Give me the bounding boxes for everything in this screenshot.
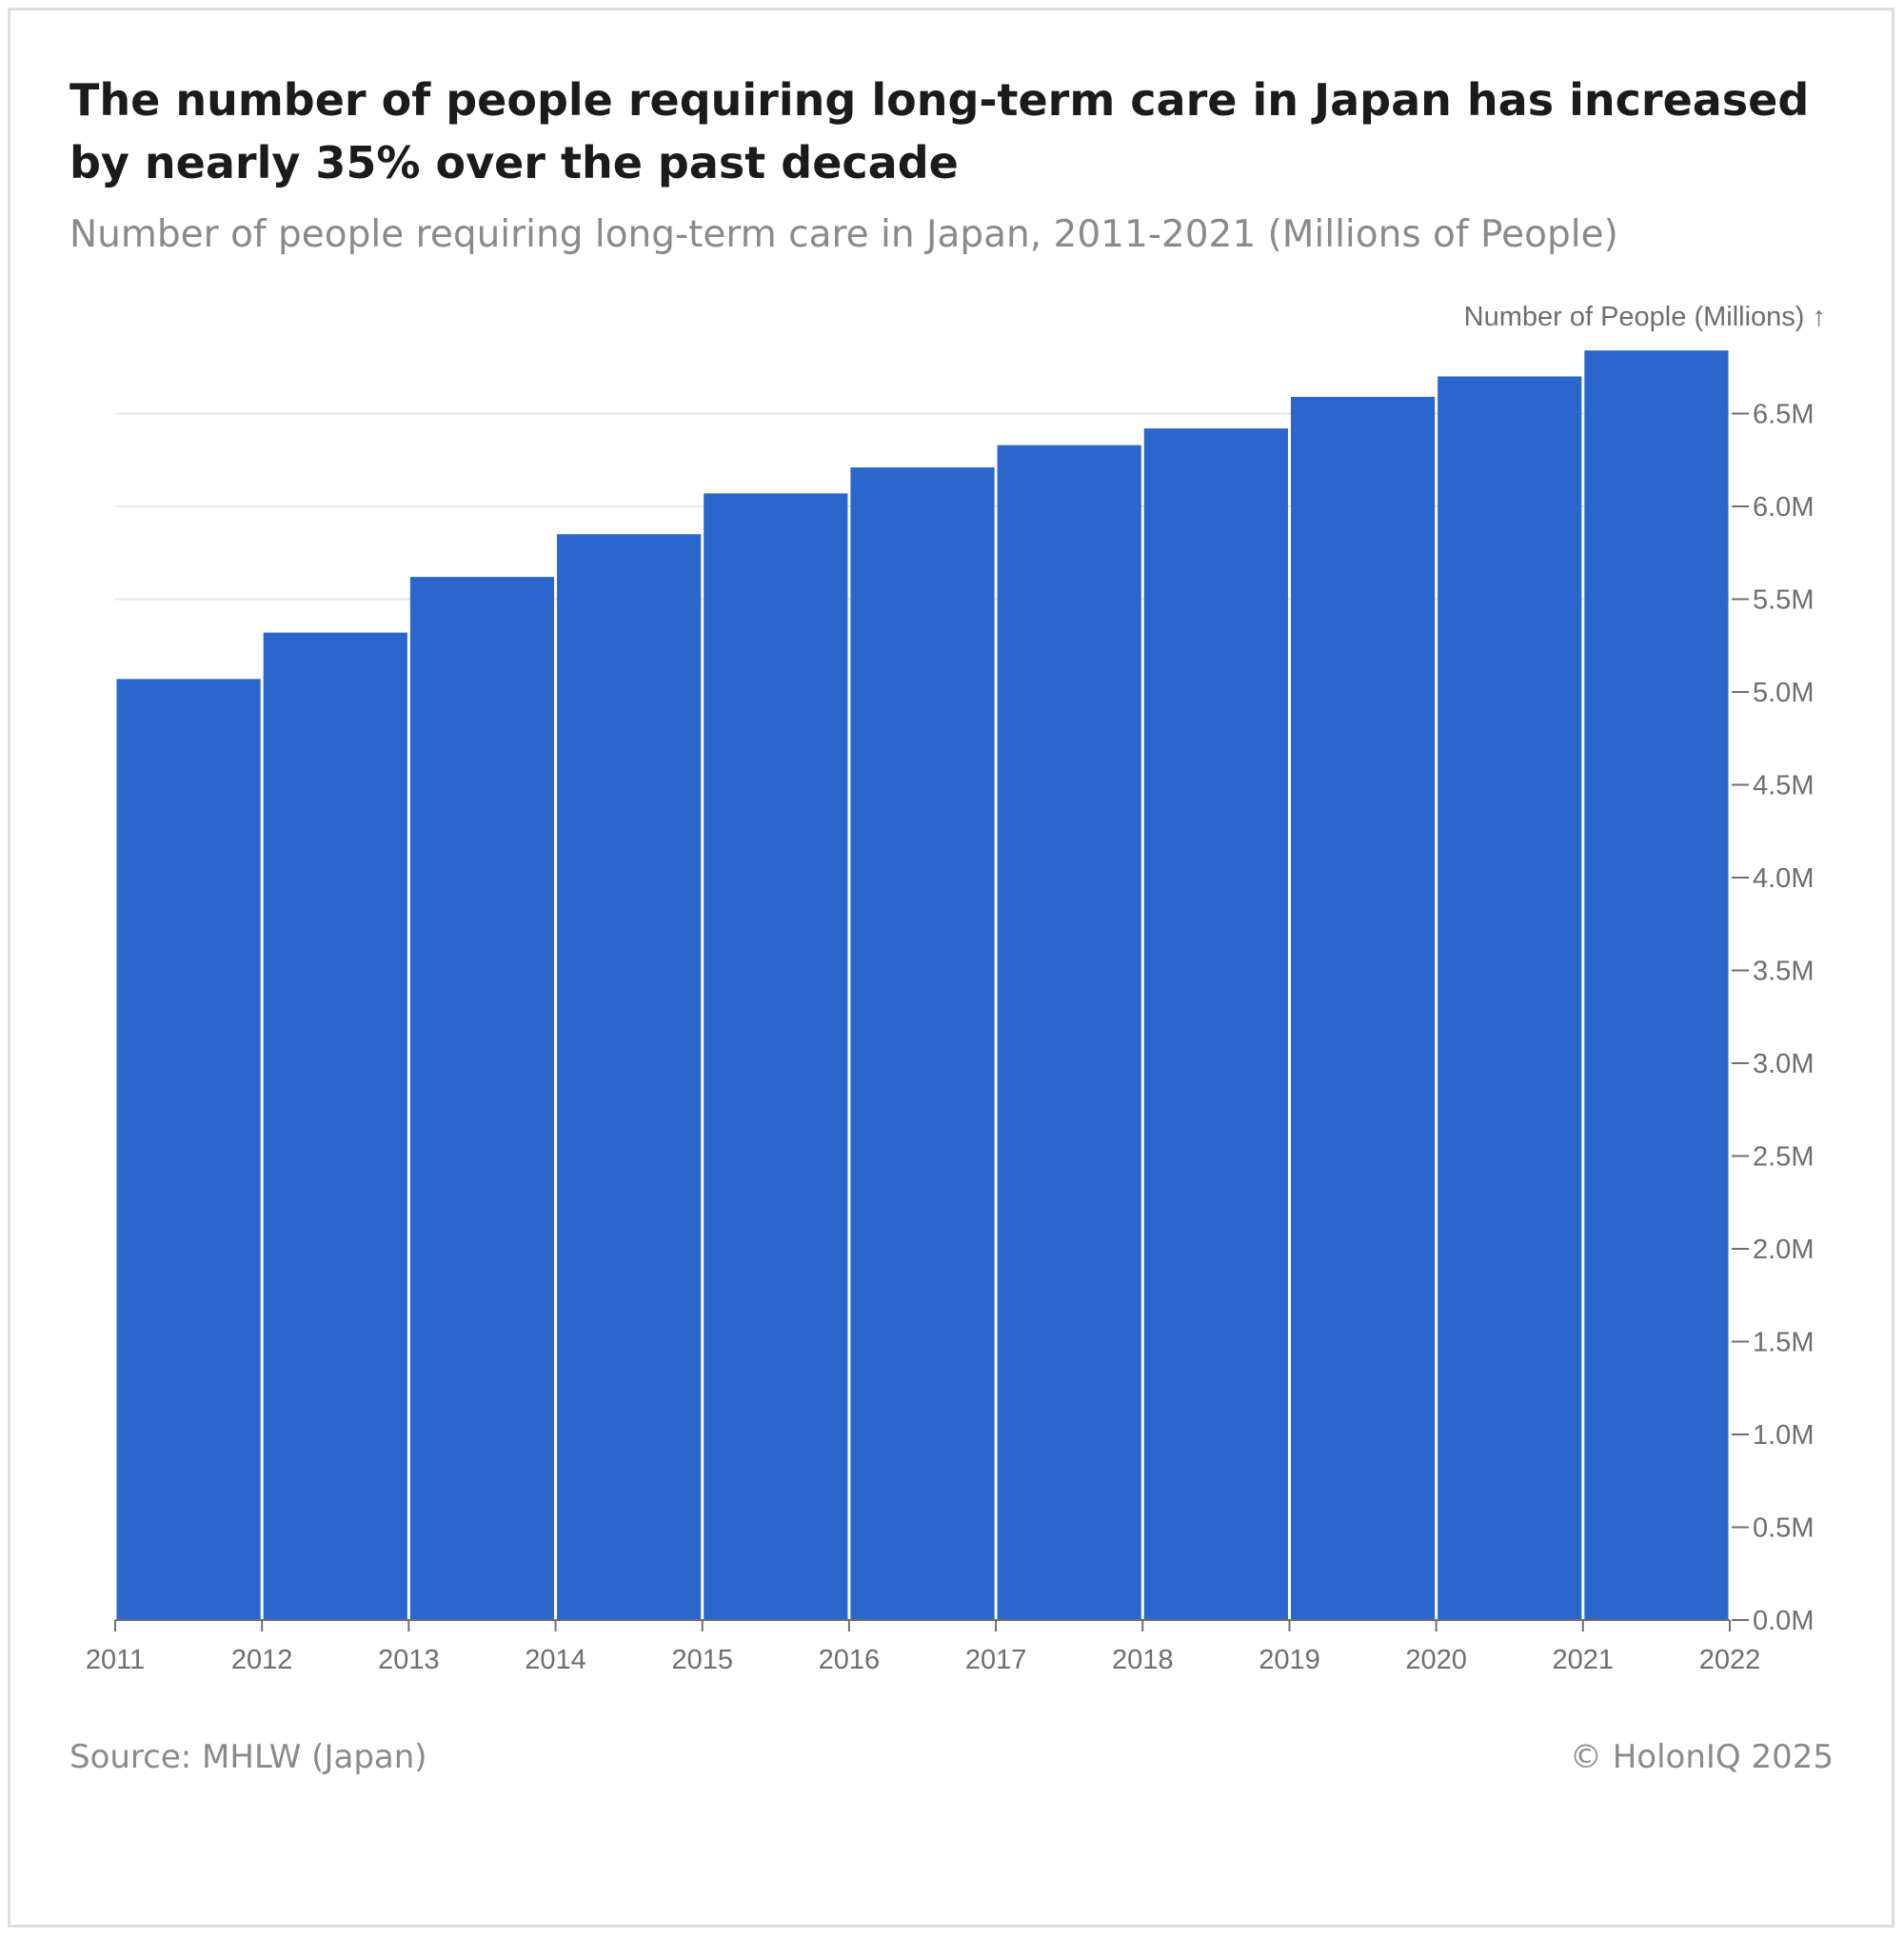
x-axis: 2011 2012 2013 2014 2015 2016 2017 2018 2019 2020…: [86, 1619, 1761, 1675]
x-tick-label: 2016: [819, 1645, 881, 1675]
bar-2020: [1438, 376, 1582, 1620]
y-tick-label: 4.5M: [1753, 771, 1814, 801]
bar-2016: [850, 467, 995, 1620]
bar-2017: [997, 445, 1141, 1620]
y-axis-label: Number of People (Millions) ↑: [1464, 302, 1826, 332]
x-tick-label: 2022: [1699, 1645, 1761, 1675]
y-tick-label: 0.5M: [1753, 1513, 1814, 1544]
y-tick-label: 3.0M: [1753, 1049, 1814, 1079]
y-tick-label: 0.0M: [1753, 1606, 1814, 1636]
x-tick-label: 2017: [965, 1645, 1027, 1675]
bar-2021: [1584, 350, 1729, 1621]
chart-title: The number of people requiring long-term…: [69, 74, 1810, 188]
y-tick-label: 5.0M: [1753, 678, 1814, 708]
x-tick-label: 2018: [1112, 1645, 1174, 1675]
x-tick-label: 2013: [378, 1645, 440, 1675]
bar-2013: [409, 577, 555, 1620]
bar-2011: [116, 679, 261, 1620]
y-tick-label: 3.5M: [1753, 957, 1814, 987]
x-tick-label: 2011: [86, 1645, 145, 1675]
bar-chart: 2011 2012 2013 2014 2015 2016 2017 2018 2019 2020…: [86, 302, 1826, 1675]
y-tick-label: 1.5M: [1753, 1328, 1814, 1358]
bar-2015: [704, 493, 848, 1620]
x-tick-label: 2019: [1259, 1645, 1320, 1675]
y-tick-label: 4.0M: [1753, 863, 1814, 894]
y-axis: 0.0M 0.5M 1.0M 1.5M 2.0M 2.5M 3.0M 3.5M 4.0M 4.5M…: [1732, 400, 1814, 1636]
x-tick-label: 2012: [231, 1645, 293, 1675]
bar-2012: [263, 632, 407, 1620]
bar-2019: [1290, 396, 1436, 1621]
source-note: Source: MHLW (Japan): [69, 1738, 427, 1776]
x-tick-label: 2020: [1405, 1645, 1467, 1675]
y-tick-label: 5.5M: [1753, 585, 1814, 616]
bar-2018: [1143, 428, 1288, 1621]
bars: [116, 350, 1729, 1621]
x-tick-label: 2014: [525, 1645, 586, 1675]
x-tick-label: 2015: [671, 1645, 733, 1675]
y-tick-label: 2.0M: [1753, 1235, 1814, 1265]
x-tick-label: 2021: [1553, 1645, 1615, 1675]
y-tick-label: 2.5M: [1753, 1142, 1814, 1173]
y-tick-label: 1.0M: [1753, 1420, 1814, 1451]
chart-subtitle: Number of people requiring long-term car…: [69, 213, 1618, 256]
y-tick-label: 6.0M: [1753, 492, 1814, 523]
bar-2014: [557, 534, 702, 1620]
y-tick-label: 6.5M: [1753, 400, 1814, 430]
copyright-note: © HolonIQ 2025: [1569, 1738, 1834, 1776]
